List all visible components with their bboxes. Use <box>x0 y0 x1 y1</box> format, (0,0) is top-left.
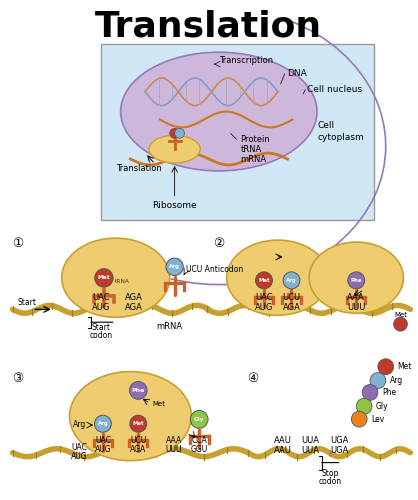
Text: Translation: Translation <box>116 164 161 173</box>
Text: tRNA: tRNA <box>115 279 130 284</box>
Circle shape <box>130 416 147 432</box>
Text: AGA: AGA <box>125 303 142 312</box>
Text: codon: codon <box>318 477 342 486</box>
Text: Phe: Phe <box>382 388 396 397</box>
Text: Cell nucleus: Cell nucleus <box>307 86 362 94</box>
Circle shape <box>378 359 394 374</box>
Circle shape <box>166 258 183 276</box>
Text: AUG: AUG <box>255 303 273 312</box>
Ellipse shape <box>62 238 170 317</box>
Ellipse shape <box>121 52 317 171</box>
Text: AAA: AAA <box>166 436 182 446</box>
Ellipse shape <box>227 240 329 316</box>
Text: Protein: Protein <box>240 134 270 143</box>
Text: Met: Met <box>133 421 144 426</box>
Circle shape <box>283 272 300 289</box>
Text: UGA: UGA <box>330 436 349 446</box>
Text: CCA: CCA <box>191 436 207 446</box>
Text: UUU: UUU <box>166 446 182 454</box>
Circle shape <box>352 411 367 427</box>
Text: UCU Anticodon: UCU Anticodon <box>186 266 244 274</box>
Text: Transcription: Transcription <box>219 56 273 64</box>
Text: ①: ① <box>12 236 23 250</box>
Text: Lev: Lev <box>371 414 384 424</box>
Text: UUA: UUA <box>301 436 319 446</box>
Text: AAA: AAA <box>347 293 365 302</box>
Text: Translation: Translation <box>94 10 321 43</box>
Text: UUA: UUA <box>301 446 319 455</box>
Text: AAU: AAU <box>274 446 292 455</box>
Text: Met: Met <box>398 362 412 371</box>
Circle shape <box>255 272 273 289</box>
Text: Gly: Gly <box>194 417 204 422</box>
Text: Phe: Phe <box>351 278 362 283</box>
Text: Met: Met <box>394 312 407 318</box>
Text: Start: Start <box>18 298 37 307</box>
Circle shape <box>170 128 180 138</box>
Text: UAC: UAC <box>92 293 110 302</box>
Text: ③: ③ <box>12 372 23 385</box>
Text: ②: ② <box>213 236 224 250</box>
Text: DNA: DNA <box>288 70 307 78</box>
Text: UCU: UCU <box>283 293 301 302</box>
Text: AUG: AUG <box>92 303 110 312</box>
Text: UCU: UCU <box>130 436 146 446</box>
Text: Ribosome: Ribosome <box>152 201 197 210</box>
Ellipse shape <box>309 242 403 314</box>
Text: AGA: AGA <box>125 293 142 302</box>
Text: Met: Met <box>98 276 110 280</box>
Text: UAC: UAC <box>95 436 111 446</box>
Text: UAC: UAC <box>255 293 273 302</box>
Text: UUU: UUU <box>347 303 365 312</box>
Circle shape <box>370 372 386 388</box>
Circle shape <box>362 384 378 400</box>
Circle shape <box>94 416 111 432</box>
Text: AUG: AUG <box>71 452 88 461</box>
Text: Arg: Arg <box>390 376 403 385</box>
Circle shape <box>348 272 365 289</box>
Text: Arg: Arg <box>286 278 297 283</box>
Text: tRNA: tRNA <box>240 144 262 154</box>
Circle shape <box>95 268 113 287</box>
Text: GGU: GGU <box>191 446 208 454</box>
Circle shape <box>175 128 184 138</box>
Ellipse shape <box>69 372 191 460</box>
Circle shape <box>130 382 147 400</box>
Text: Arg: Arg <box>97 421 108 426</box>
Text: mRNA: mRNA <box>240 154 267 164</box>
Circle shape <box>356 398 372 414</box>
Circle shape <box>394 317 408 331</box>
Text: codon: codon <box>89 330 112 340</box>
Text: Arg: Arg <box>73 420 86 428</box>
Text: UGA: UGA <box>330 446 349 455</box>
Text: Start: Start <box>92 322 110 332</box>
Text: Stop: Stop <box>321 469 339 478</box>
Circle shape <box>190 410 208 428</box>
Text: Met: Met <box>258 278 270 283</box>
Text: AGA: AGA <box>283 303 301 312</box>
Text: UAC: UAC <box>71 444 87 452</box>
Text: Cell
cytoplasm: Cell cytoplasm <box>317 122 364 142</box>
Text: AAU: AAU <box>274 436 292 446</box>
Text: mRNA: mRNA <box>157 322 183 330</box>
Text: AUG: AUG <box>94 446 111 454</box>
FancyBboxPatch shape <box>101 44 374 220</box>
Text: Phe: Phe <box>132 388 145 393</box>
Text: Met: Met <box>152 402 165 407</box>
Ellipse shape <box>149 136 200 163</box>
Text: Gly: Gly <box>376 402 389 410</box>
Text: Arg: Arg <box>169 264 180 270</box>
Text: AGA: AGA <box>130 446 146 454</box>
Text: ④: ④ <box>247 372 259 385</box>
